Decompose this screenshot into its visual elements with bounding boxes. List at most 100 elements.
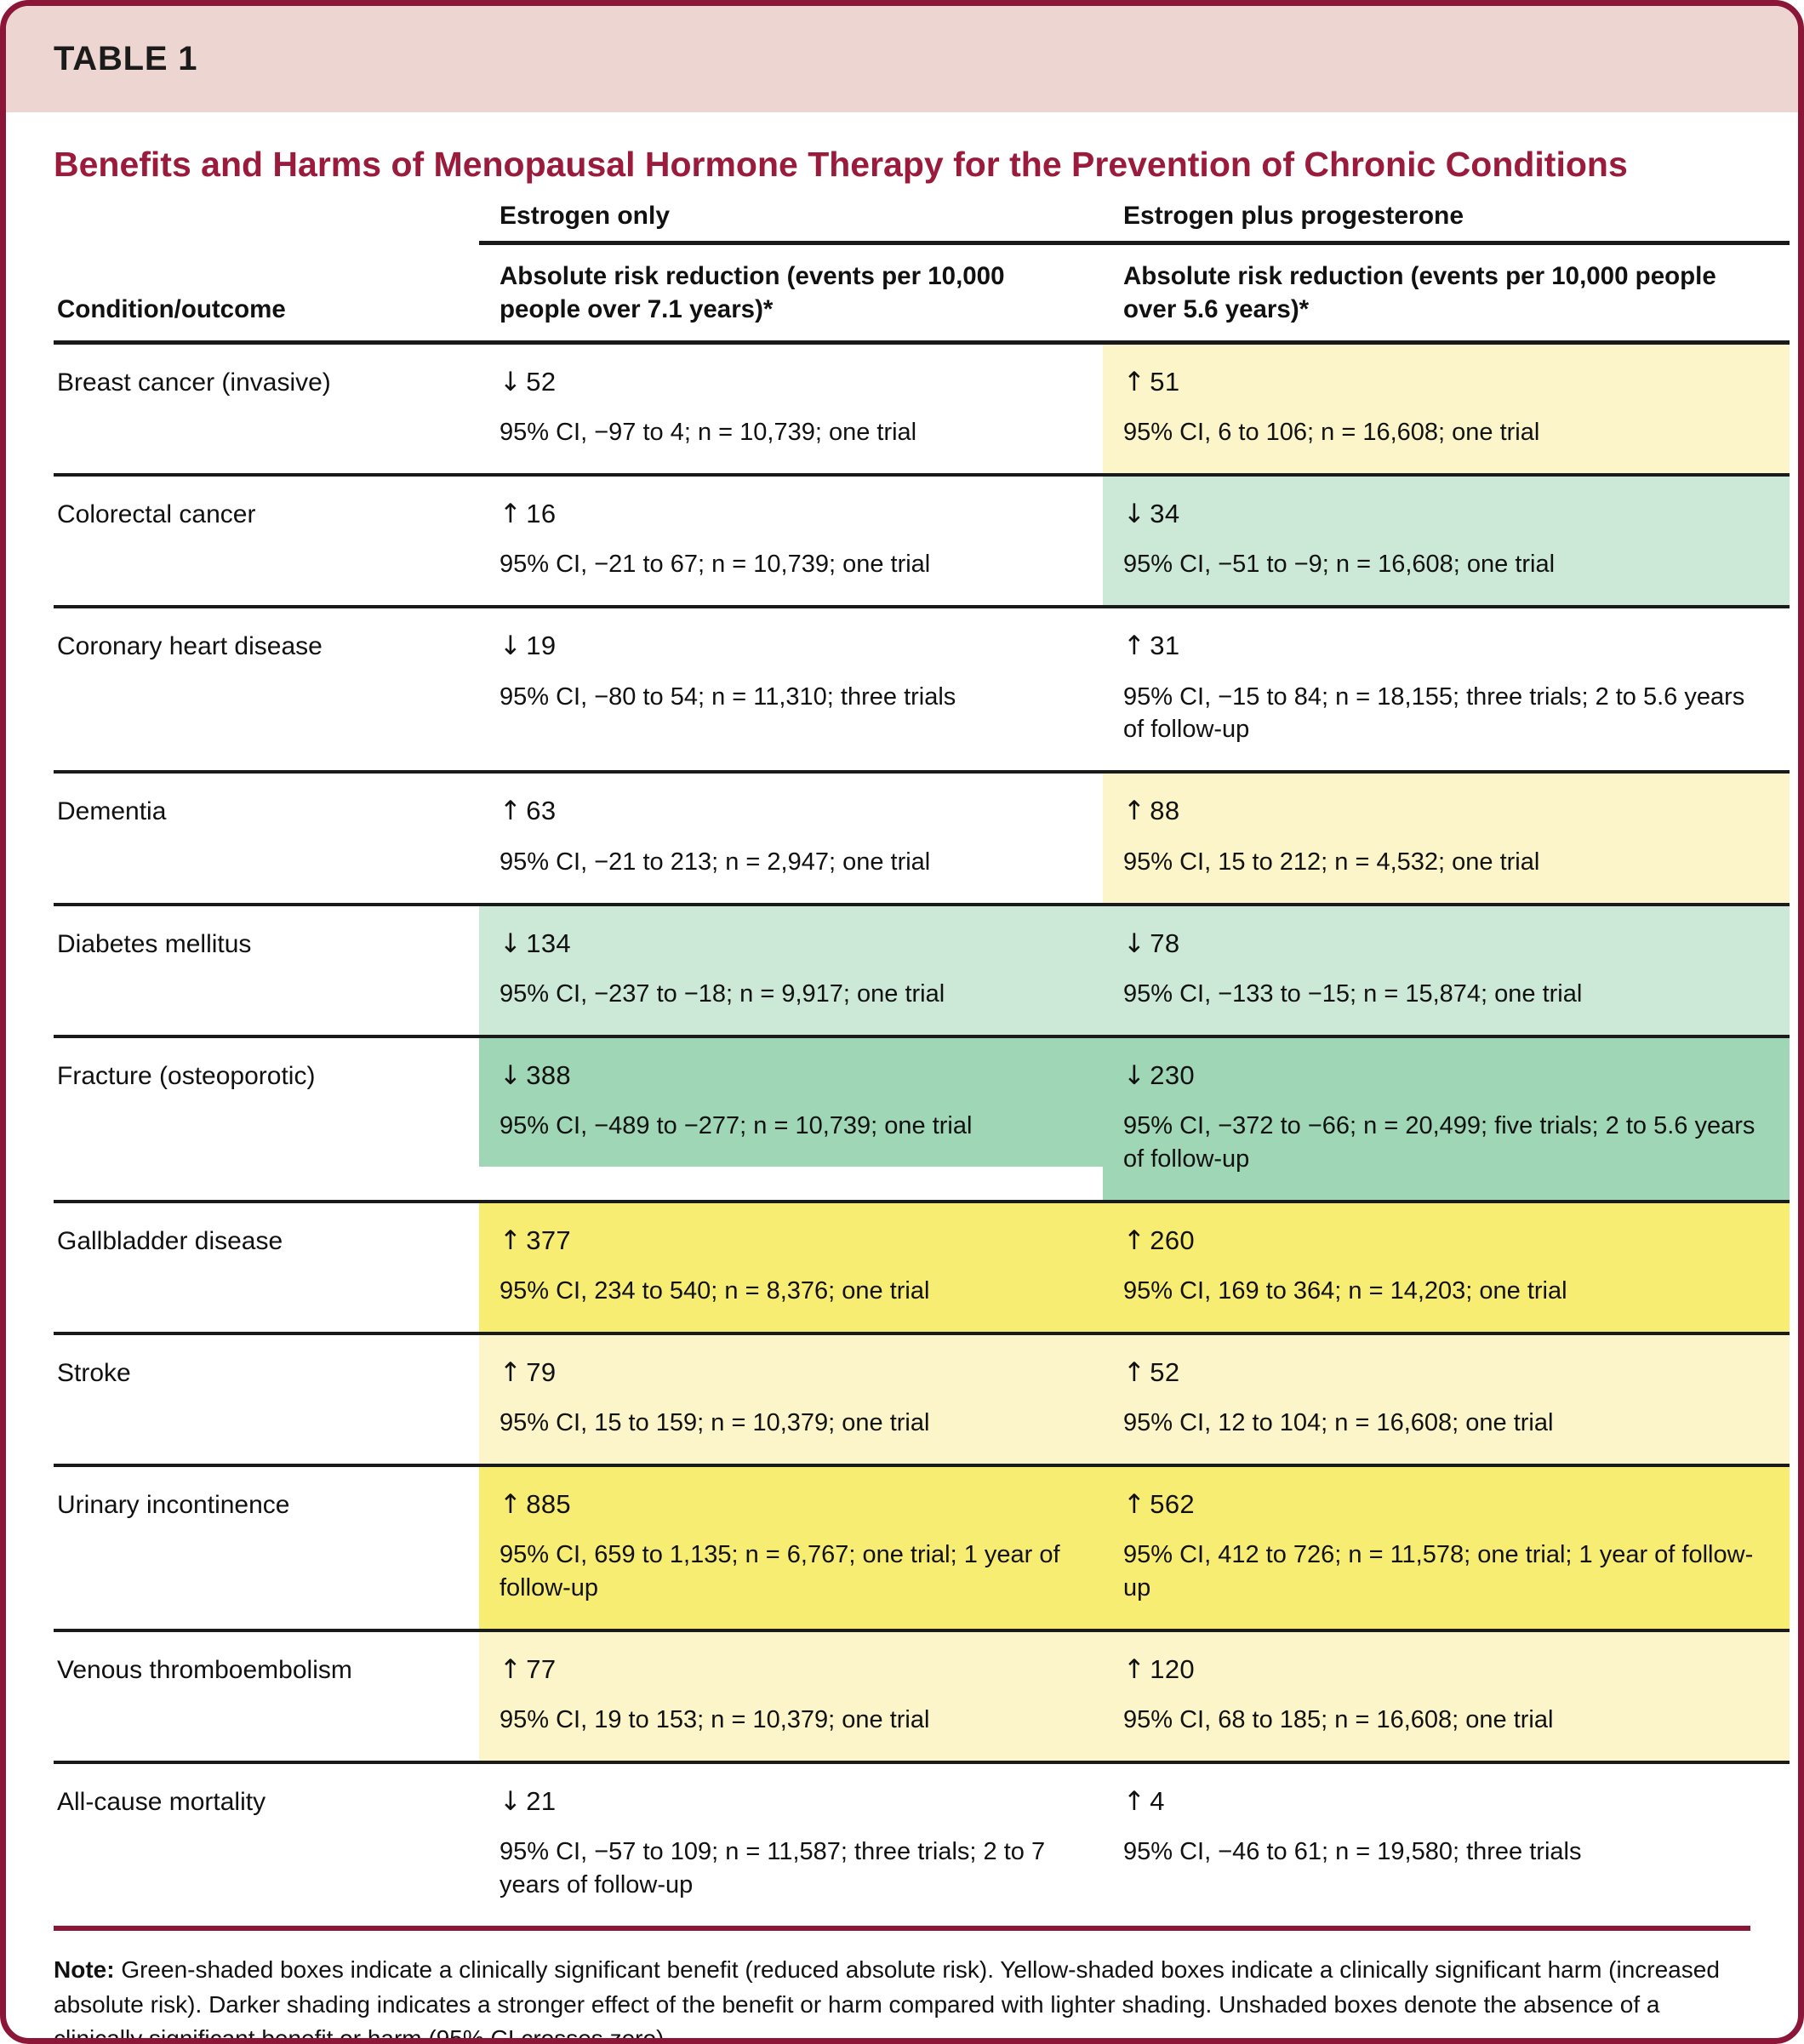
absolute-risk-value: ↑ 77	[500, 1653, 1081, 1687]
risk-value-block: ↑ 63 95% CI, −21 to 213; n = 2,947; one tr…	[479, 774, 1103, 902]
risk-value-block: ↑ 52 95% CI, 12 to 104; n = 16,608; one tr…	[1103, 1334, 1790, 1464]
condition-label: Colorectal cancer	[57, 500, 256, 529]
risk-number: 21	[526, 1786, 557, 1817]
risk-value-block: ↑ 4 95% CI, −46 to 61; n = 19,580; three t…	[1103, 1764, 1790, 1893]
estrogen-only-cell: ↓ 52 95% CI, −97 to 4; n = 10,739; one tri…	[479, 342, 1103, 477]
risk-number: 34	[1150, 499, 1180, 529]
footer-divider	[54, 1926, 1750, 1932]
risk-value-block: ↑ 377 95% CI, 234 to 540; n = 8,376; one t…	[479, 1202, 1103, 1332]
table-row: Dementia ↑ 63 95% CI, −21 to 213; n = 2,947…	[54, 772, 1790, 906]
estrogen-plus-progesterone-cell: ↑ 88 95% CI, 15 to 212; n = 4,532; one tri…	[1103, 772, 1790, 906]
table-banner: TABLE 1	[6, 6, 1798, 112]
table-row: Breast cancer (invasive) ↓ 52 95% CI, −97 t…	[54, 342, 1790, 477]
absolute-risk-value: ↑ 31	[1123, 629, 1767, 663]
estrogen-only-cell: ↓ 388 95% CI, −489 to −277; n = 10,739; on…	[479, 1036, 1103, 1203]
risk-number: 77	[526, 1654, 557, 1684]
table-body: Breast cancer (invasive) ↓ 52 95% CI, −97 t…	[54, 342, 1790, 1927]
absolute-risk-value: ↑ 88	[1123, 794, 1767, 828]
estrogen-plus-progesterone-cell: ↑ 260 95% CI, 169 to 364; n = 14,203; one …	[1103, 1201, 1790, 1335]
confidence-interval-text: 95% CI, 15 to 212; n = 4,532; one trial	[1123, 848, 1540, 876]
absolute-risk-value: ↑ 377	[500, 1224, 1081, 1258]
risk-value-block: ↑ 120 95% CI, 68 to 185; n = 16,608; one t…	[1103, 1632, 1790, 1761]
risk-number: 16	[526, 499, 557, 529]
table-row: Coronary heart disease ↓ 19 95% CI, −80 to …	[54, 607, 1790, 774]
risk-number: 79	[526, 1356, 557, 1387]
risk-number: 51	[1150, 367, 1180, 397]
risk-value-block: ↓ 134 95% CI, −237 to −18; n = 9,917; one …	[479, 905, 1103, 1035]
absolute-risk-value: ↑ 79	[500, 1356, 1081, 1390]
condition-label: Dementia	[57, 797, 167, 826]
table-title: Benefits and Harms of Menopausal Hormone…	[54, 145, 1628, 184]
row-condition-cell: Gallbladder disease	[54, 1201, 479, 1335]
note-body: Green-shaded boxes indicate a clinically…	[54, 1956, 1720, 2044]
risk-number: 52	[526, 367, 557, 397]
confidence-interval-text: 95% CI, 12 to 104; n = 16,608; one trial	[1123, 1409, 1554, 1437]
confidence-interval-text: 95% CI, −21 to 213; n = 2,947; one trial	[500, 848, 931, 876]
row-condition-cell: Coronary heart disease	[54, 607, 479, 774]
arrow-up-icon: ↑	[500, 1654, 522, 1685]
confidence-interval-text: 95% CI, −97 to 4; n = 10,739; one trial	[500, 419, 917, 447]
risk-value-block: ↑ 885 95% CI, 659 to 1,135; n = 6,767; one…	[479, 1466, 1103, 1629]
table-row: Stroke ↑ 79 95% CI, 15 to 159; n = 10,379; …	[54, 1333, 1790, 1467]
column-header-row: Condition/outcome Absolute risk reductio…	[54, 243, 1790, 345]
risk-value-block: ↑ 16 95% CI, −21 to 67; n = 10,739; one tr…	[479, 477, 1103, 605]
group-header-estrogen-plus-progesterone: Estrogen plus progesterone	[1103, 193, 1790, 246]
arrow-up-icon: ↑	[500, 499, 522, 530]
confidence-interval-text: 95% CI, 15 to 159; n = 10,379; one trial	[500, 1409, 930, 1437]
estrogen-only-cell: ↑ 377 95% CI, 234 to 540; n = 8,376; one t…	[479, 1201, 1103, 1335]
confidence-interval-text: 95% CI, 68 to 185; n = 16,608; one trial	[1123, 1706, 1554, 1734]
absolute-risk-value: ↓ 78	[1123, 927, 1767, 961]
arrow-up-icon: ↑	[500, 1488, 522, 1520]
row-condition-cell: All-cause mortality	[54, 1762, 479, 1926]
risk-number: 562	[1150, 1488, 1195, 1519]
confidence-interval-text: 95% CI, 412 to 726; n = 11,578; one tria…	[1123, 1541, 1754, 1602]
condition-label: Stroke	[57, 1358, 131, 1387]
condition-label: Diabetes mellitus	[57, 929, 252, 958]
condition-label: Venous thromboembolism	[57, 1656, 352, 1684]
note-label: Note:	[54, 1956, 115, 1984]
absolute-risk-value: ↑ 4	[1123, 1784, 1767, 1818]
risk-number: 260	[1150, 1225, 1195, 1255]
confidence-interval-text: 95% CI, 6 to 106; n = 16,608; one trial	[1123, 419, 1540, 447]
absolute-risk-value: ↑ 63	[500, 794, 1081, 828]
column-header-arr-estrogen-plus: Absolute risk reduction (events per 10,0…	[1103, 243, 1790, 345]
estrogen-only-cell: ↓ 134 95% CI, −237 to −18; n = 9,917; one …	[479, 904, 1103, 1038]
arrow-up-icon: ↑	[500, 1225, 522, 1256]
risk-value-block: ↓ 52 95% CI, −97 to 4; n = 10,739; one tri…	[479, 345, 1103, 473]
absolute-risk-value: ↓ 34	[1123, 497, 1767, 531]
absolute-risk-value: ↑ 885	[500, 1487, 1081, 1522]
estrogen-plus-progesterone-cell: ↓ 78 95% CI, −133 to −15; n = 15,874; one …	[1103, 904, 1790, 1038]
risk-number: 134	[526, 928, 571, 958]
arrow-up-icon: ↑	[1123, 796, 1146, 827]
arrow-down-icon: ↓	[500, 1059, 522, 1091]
table-row: Diabetes mellitus ↓ 134 95% CI, −237 to −18…	[54, 904, 1790, 1038]
condition-label: Fracture (osteoporotic)	[57, 1061, 316, 1090]
estrogen-plus-progesterone-cell: ↓ 34 95% CI, −51 to −9; n = 16,608; one tr…	[1103, 475, 1790, 609]
table-row: Gallbladder disease ↑ 377 95% CI, 234 to 54…	[54, 1201, 1790, 1335]
condition-label: Gallbladder disease	[57, 1226, 283, 1255]
risk-value-block: ↑ 79 95% CI, 15 to 159; n = 10,379; one tr…	[479, 1334, 1103, 1464]
arrow-down-icon: ↓	[500, 928, 522, 959]
absolute-risk-value: ↑ 51	[1123, 365, 1767, 399]
confidence-interval-text: 95% CI, 19 to 153; n = 10,379; one trial	[500, 1706, 930, 1734]
risk-value-block: ↓ 388 95% CI, −489 to −277; n = 10,739; on…	[479, 1037, 1103, 1167]
table-row: All-cause mortality ↓ 21 95% CI, −57 to 109…	[54, 1762, 1790, 1926]
arrow-up-icon: ↑	[1123, 1654, 1146, 1685]
confidence-interval-text: 95% CI, 234 to 540; n = 8,376; one trial	[500, 1276, 930, 1305]
arrow-down-icon: ↓	[1123, 499, 1146, 530]
estrogen-plus-progesterone-cell: ↑ 51 95% CI, 6 to 106; n = 16,608; one tri…	[1103, 342, 1790, 477]
risk-number: 88	[1150, 796, 1180, 826]
estrogen-only-cell: ↓ 19 95% CI, −80 to 54; n = 11,310; three …	[479, 607, 1103, 774]
absolute-risk-value: ↑ 562	[1123, 1487, 1767, 1522]
table-row: Colorectal cancer ↑ 16 95% CI, −21 to 67; n…	[54, 475, 1790, 609]
risk-value-block: ↑ 88 95% CI, 15 to 212; n = 4,532; one tri…	[1103, 774, 1790, 903]
confidence-interval-text: 95% CI, −80 to 54; n = 11,310; three tri…	[500, 682, 956, 711]
arrow-up-icon: ↑	[500, 796, 522, 827]
group-header-estrogen-only: Estrogen only	[479, 193, 1103, 246]
row-condition-cell: Diabetes mellitus	[54, 904, 479, 1038]
table-number-label: TABLE 1	[54, 40, 198, 77]
absolute-risk-value: ↑ 16	[500, 497, 1081, 531]
row-condition-cell: Venous thromboembolism	[54, 1630, 479, 1765]
arrow-down-icon: ↓	[500, 367, 522, 398]
